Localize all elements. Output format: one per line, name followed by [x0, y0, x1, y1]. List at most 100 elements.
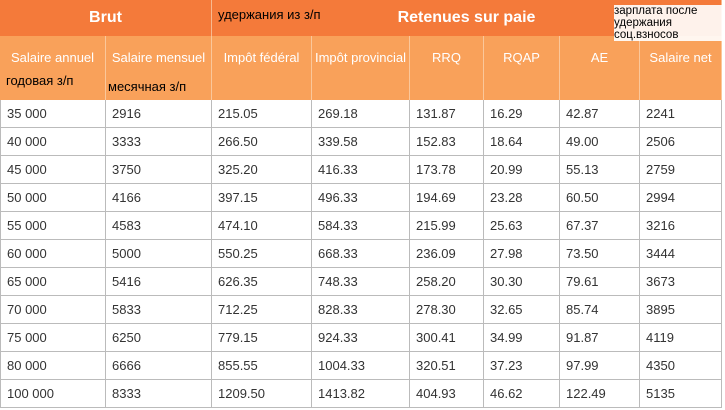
- table-cell: 3333: [106, 128, 212, 156]
- table-cell: 325.20: [212, 156, 312, 184]
- table-cell: 397.15: [212, 184, 312, 212]
- table-cell: 20.99: [484, 156, 560, 184]
- column-header: RQAP: [484, 36, 560, 100]
- table-cell: 79.61: [560, 268, 640, 296]
- table-cell: 6250: [106, 324, 212, 352]
- table-cell: 5833: [106, 296, 212, 324]
- table-cell: 748.33: [312, 268, 410, 296]
- table-cell: 25.63: [484, 212, 560, 240]
- annotation: зарплата после удержания соц.взносов: [614, 5, 722, 41]
- table-cell: 3750: [106, 156, 212, 184]
- table-cell: 152.83: [410, 128, 484, 156]
- table-cell: 3216: [640, 212, 722, 240]
- table-cell: 2241: [640, 100, 722, 128]
- table-cell: 122.49: [560, 380, 640, 408]
- table-cell: 30.30: [484, 268, 560, 296]
- table-cell: 2759: [640, 156, 722, 184]
- table-cell: 65 000: [0, 268, 106, 296]
- table-cell: 339.58: [312, 128, 410, 156]
- table-cell: 416.33: [312, 156, 410, 184]
- column-header: Impôt provincial: [312, 36, 410, 100]
- table-cell: 100 000: [0, 380, 106, 408]
- table-cell: 712.25: [212, 296, 312, 324]
- table-cell: 50 000: [0, 184, 106, 212]
- table-cell: 320.51: [410, 352, 484, 380]
- table-cell: 32.65: [484, 296, 560, 324]
- table-cell: 70 000: [0, 296, 106, 324]
- table-cell: 46.62: [484, 380, 560, 408]
- table-cell: 18.64: [484, 128, 560, 156]
- table-cell: 4166: [106, 184, 212, 212]
- table-cell: 924.33: [312, 324, 410, 352]
- column-header: Salaire mensuel: [106, 36, 212, 100]
- table-cell: 278.30: [410, 296, 484, 324]
- table-cell: 80 000: [0, 352, 106, 380]
- annotation: годовая з/п: [6, 73, 74, 88]
- table-cell: 236.09: [410, 240, 484, 268]
- table-cell: 131.87: [410, 100, 484, 128]
- table-cell: 2994: [640, 184, 722, 212]
- table-cell: 2506: [640, 128, 722, 156]
- table-cell: 550.25: [212, 240, 312, 268]
- table-cell: 85.74: [560, 296, 640, 324]
- table-cell: 194.69: [410, 184, 484, 212]
- table-cell: 3673: [640, 268, 722, 296]
- table-cell: 23.28: [484, 184, 560, 212]
- table-cell: 49.00: [560, 128, 640, 156]
- group-header: Brut: [0, 0, 212, 36]
- table-cell: 584.33: [312, 212, 410, 240]
- table-cell: 16.29: [484, 100, 560, 128]
- table-cell: 269.18: [312, 100, 410, 128]
- table-cell: 60.50: [560, 184, 640, 212]
- table-cell: 27.98: [484, 240, 560, 268]
- table-cell: 173.78: [410, 156, 484, 184]
- table-cell: 474.10: [212, 212, 312, 240]
- table-cell: 67.37: [560, 212, 640, 240]
- table-cell: 1209.50: [212, 380, 312, 408]
- table-cell: 258.20: [410, 268, 484, 296]
- table-cell: 4583: [106, 212, 212, 240]
- table-cell: 3895: [640, 296, 722, 324]
- table-cell: 266.50: [212, 128, 312, 156]
- table-cell: 215.05: [212, 100, 312, 128]
- table-cell: 496.33: [312, 184, 410, 212]
- table-cell: 40 000: [0, 128, 106, 156]
- annotation: месячная з/п: [108, 79, 187, 94]
- table-cell: 73.50: [560, 240, 640, 268]
- table-cell: 828.33: [312, 296, 410, 324]
- table-cell: 668.33: [312, 240, 410, 268]
- table-cell: 35 000: [0, 100, 106, 128]
- column-header: Salaire annuel: [0, 36, 106, 100]
- table-cell: 5000: [106, 240, 212, 268]
- table-cell: 91.87: [560, 324, 640, 352]
- table-cell: 4119: [640, 324, 722, 352]
- column-header: Salaire net: [640, 36, 722, 100]
- table-cell: 4350: [640, 352, 722, 380]
- table-cell: 3444: [640, 240, 722, 268]
- table-cell: 45 000: [0, 156, 106, 184]
- table-cell: 1413.82: [312, 380, 410, 408]
- column-header: RRQ: [410, 36, 484, 100]
- table-cell: 1004.33: [312, 352, 410, 380]
- table-cell: 6666: [106, 352, 212, 380]
- table-cell: 60 000: [0, 240, 106, 268]
- table-cell: 5135: [640, 380, 722, 408]
- table-cell: 855.55: [212, 352, 312, 380]
- column-header: Impôt fédéral: [212, 36, 312, 100]
- table-cell: 5416: [106, 268, 212, 296]
- column-header: AE: [560, 36, 640, 100]
- table-cell: 75 000: [0, 324, 106, 352]
- table-cell: 34.99: [484, 324, 560, 352]
- table-cell: 779.15: [212, 324, 312, 352]
- table-cell: 404.93: [410, 380, 484, 408]
- table-cell: 626.35: [212, 268, 312, 296]
- table-cell: 55.13: [560, 156, 640, 184]
- table-cell: 8333: [106, 380, 212, 408]
- table-cell: 300.41: [410, 324, 484, 352]
- table-cell: 42.87: [560, 100, 640, 128]
- table-cell: 97.99: [560, 352, 640, 380]
- table-cell: 37.23: [484, 352, 560, 380]
- table-cell: 2916: [106, 100, 212, 128]
- table-cell: 215.99: [410, 212, 484, 240]
